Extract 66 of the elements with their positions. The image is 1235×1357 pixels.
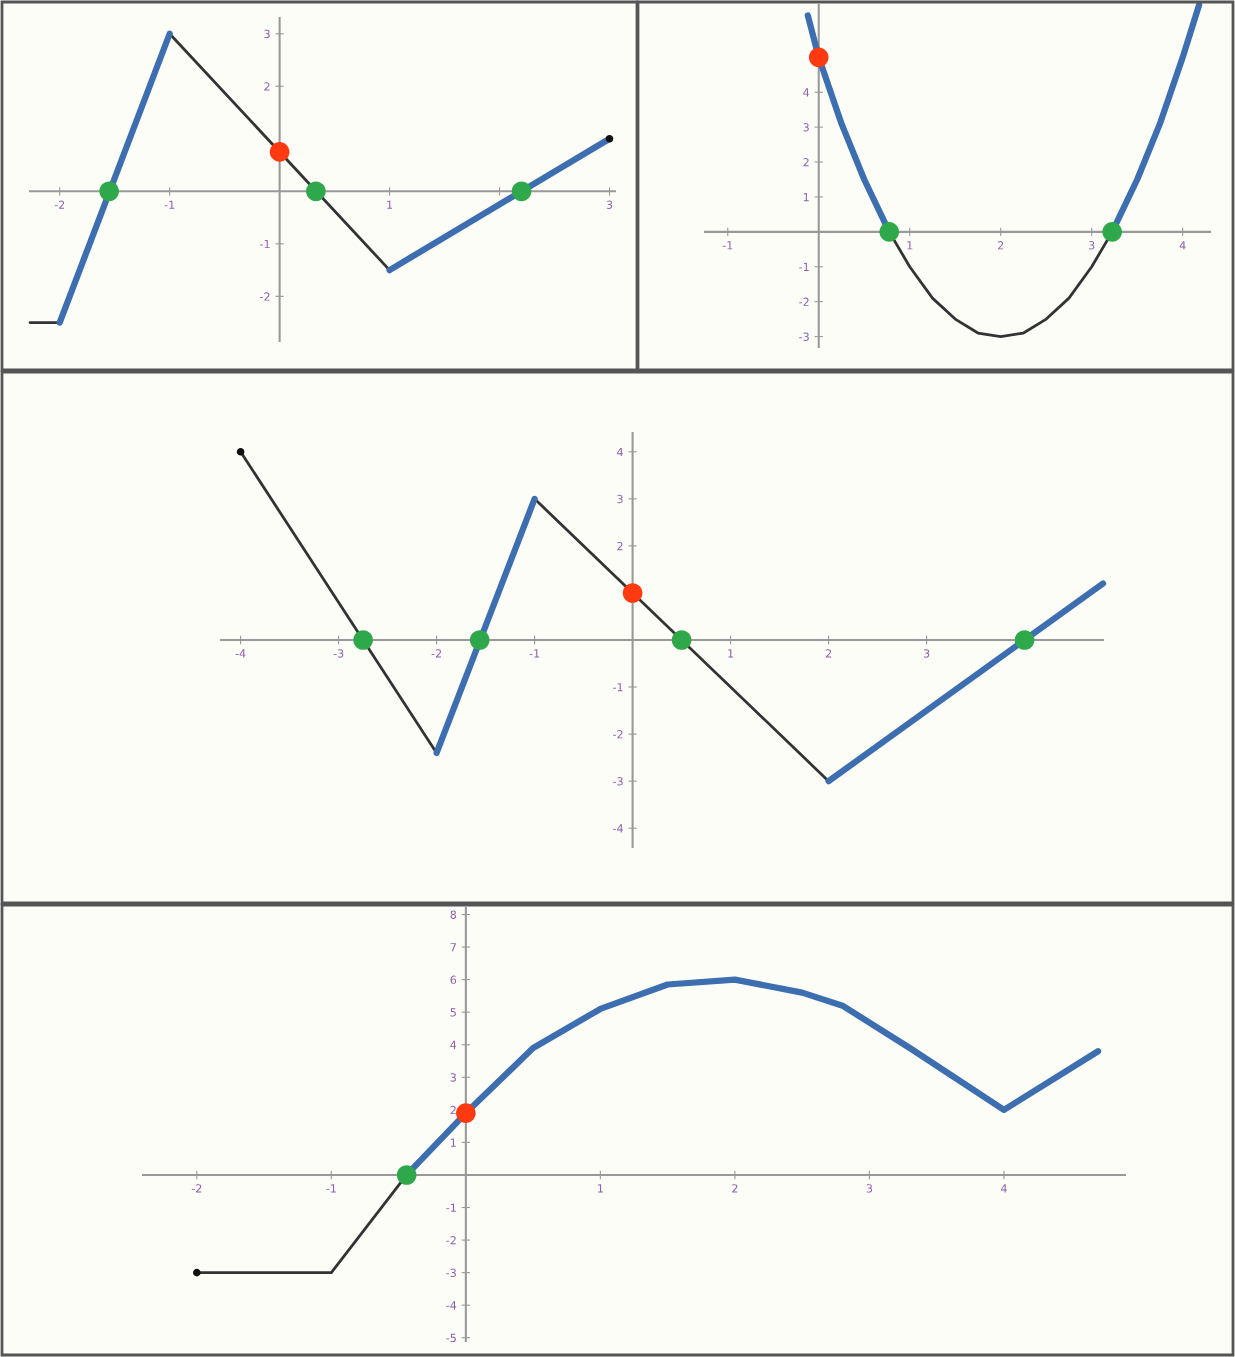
point <box>469 630 490 650</box>
point <box>671 630 692 650</box>
x-tick-label: -2 <box>54 200 65 209</box>
x-tick-label: 4 <box>1179 241 1186 250</box>
y-tick-label: -4 <box>613 824 623 833</box>
y-tick-label: 3 <box>450 1073 456 1082</box>
point <box>1014 630 1035 650</box>
x-tick-label: 1 <box>728 649 734 658</box>
point <box>622 583 643 603</box>
point <box>456 1103 476 1123</box>
x-tick-label: 3 <box>1089 241 1095 250</box>
y-tick-label: -2 <box>260 292 270 301</box>
y-tick-label: 8 <box>450 910 457 919</box>
y-tick-label: -3 <box>446 1268 456 1278</box>
y-tick-label: 6 <box>450 975 457 984</box>
point <box>236 448 245 456</box>
x-tick-label: -4 <box>235 649 246 658</box>
x-tick-label: 4 <box>1000 1184 1007 1193</box>
x-tick-label: -1 <box>529 649 540 658</box>
y-tick-label: -5 <box>446 1333 456 1343</box>
y-tick-label: 7 <box>450 943 456 952</box>
x-tick-label: 3 <box>606 200 613 209</box>
x-tick-label: 2 <box>732 1184 738 1193</box>
y-tick-label: 1 <box>803 193 809 202</box>
y-tick-label: 4 <box>803 88 810 97</box>
y-tick-label: -2 <box>799 297 809 306</box>
y-tick-label: 3 <box>803 123 809 132</box>
y-tick-label: -1 <box>613 683 623 692</box>
x-tick-label: 1 <box>907 241 913 250</box>
y-tick-label: 2 <box>803 158 809 167</box>
y-tick-label: 2 <box>264 82 270 91</box>
x-tick-label: -2 <box>431 649 442 658</box>
y-tick-label: -2 <box>446 1236 456 1245</box>
point <box>396 1165 417 1185</box>
y-tick-label: 4 <box>617 447 623 457</box>
y-tick-label: 3 <box>264 29 270 39</box>
x-tick-label: -1 <box>722 241 733 250</box>
point <box>99 181 119 202</box>
x-tick-label: 1 <box>598 1184 603 1193</box>
x-tick-label: -1 <box>164 200 175 209</box>
y-tick-label: 2 <box>450 1105 456 1115</box>
y-tick-label: -2 <box>613 730 623 739</box>
x-tick-label: -3 <box>333 649 344 658</box>
x-tick-label: 1 <box>387 200 393 209</box>
y-tick-label: -4 <box>446 1301 457 1310</box>
x-tick-label: -2 <box>191 1184 202 1193</box>
x-tick-label: 3 <box>866 1184 873 1193</box>
x-tick-label: 2 <box>998 241 1004 250</box>
x-tick-label: 3 <box>923 649 930 658</box>
point <box>193 1268 201 1277</box>
y-tick-label: -1 <box>799 262 809 271</box>
point <box>353 630 373 650</box>
y-tick-label: 1 <box>450 1138 456 1147</box>
y-tick-label: 5 <box>450 1008 456 1017</box>
y-tick-label: -3 <box>613 777 623 786</box>
y-tick-label: 3 <box>617 494 623 504</box>
point <box>605 134 614 143</box>
x-tick-label: -1 <box>326 1184 336 1193</box>
point <box>269 142 290 162</box>
y-tick-label: -1 <box>446 1203 456 1212</box>
point <box>511 181 532 202</box>
y-tick-label: 4 <box>450 1040 457 1049</box>
point <box>306 181 326 202</box>
y-tick-label: 2 <box>617 541 623 551</box>
y-tick-label: -3 <box>799 332 809 341</box>
x-tick-label: 2 <box>825 649 832 658</box>
